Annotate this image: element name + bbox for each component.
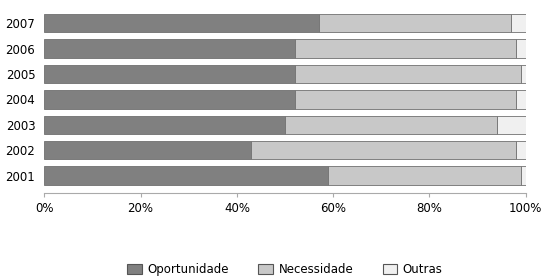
Bar bbox=[319, 14, 511, 32]
Bar bbox=[285, 116, 497, 134]
Bar bbox=[295, 65, 521, 83]
Bar bbox=[44, 65, 295, 83]
Bar bbox=[328, 166, 521, 185]
Bar bbox=[295, 90, 516, 108]
Bar bbox=[44, 90, 295, 108]
Bar bbox=[521, 65, 526, 83]
Bar bbox=[516, 90, 526, 108]
Bar bbox=[44, 39, 295, 58]
Bar bbox=[516, 39, 526, 58]
Bar bbox=[44, 116, 285, 134]
Bar bbox=[44, 166, 328, 185]
Bar bbox=[511, 14, 526, 32]
Bar bbox=[295, 39, 516, 58]
Bar bbox=[516, 141, 526, 159]
Bar bbox=[44, 141, 252, 159]
Legend: Oportunidade, Necessidade, Outras: Oportunidade, Necessidade, Outras bbox=[123, 259, 448, 276]
Bar bbox=[521, 166, 526, 185]
Bar bbox=[252, 141, 516, 159]
Bar bbox=[497, 116, 526, 134]
Bar bbox=[44, 14, 319, 32]
